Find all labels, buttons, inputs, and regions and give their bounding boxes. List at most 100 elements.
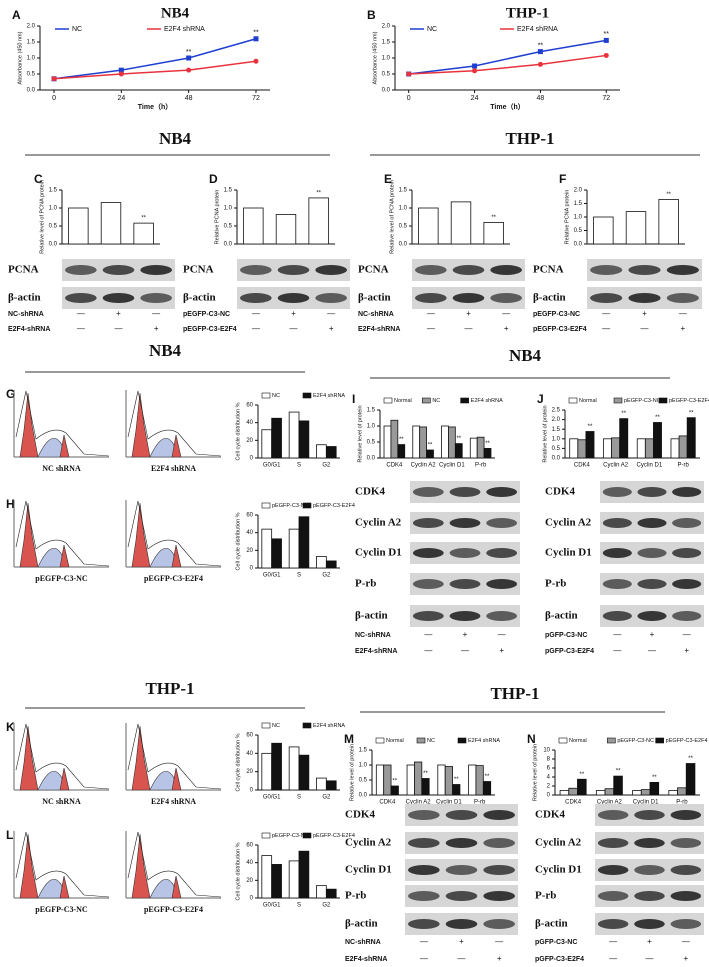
flow-peak <box>59 875 70 899</box>
flow-s-phase <box>149 878 175 899</box>
bar <box>636 438 646 459</box>
blot-band <box>408 810 440 820</box>
bar <box>625 211 647 245</box>
flow-trace <box>127 723 222 790</box>
blot-band <box>408 891 440 901</box>
y-axis-label: Cell cycle distribution % <box>235 842 241 900</box>
blot-band <box>449 579 481 589</box>
y-axis-label: Relative PCNA protein <box>214 190 220 245</box>
blot-band <box>634 891 665 901</box>
flow-label: NC shRNA <box>42 797 81 806</box>
treatment-sign: — <box>646 954 654 963</box>
bar <box>475 765 484 796</box>
flow-s-phase <box>149 770 175 791</box>
blot-band <box>415 293 447 303</box>
legend-swatch <box>607 737 616 744</box>
treatment-sign: — <box>648 646 656 655</box>
flow-label: pEGFP-C3-E2F4 <box>144 574 203 583</box>
bar <box>298 754 310 791</box>
blot-band <box>102 293 135 303</box>
annotation: ** <box>621 411 626 417</box>
legend-label: NC <box>272 393 280 399</box>
bar <box>414 761 423 796</box>
treatment-sign: + <box>466 309 471 318</box>
blot-band <box>637 487 667 497</box>
blot-band <box>666 265 699 275</box>
blot-band <box>490 265 522 275</box>
blot-band <box>408 838 440 848</box>
blot-band <box>240 293 272 303</box>
bar <box>271 538 282 569</box>
x-tick-label: CDK4 <box>386 463 403 469</box>
y-tick-label: 1.5 <box>49 188 58 194</box>
treatment-sign: — <box>609 954 617 963</box>
flow-s-phase <box>149 437 175 458</box>
treatment-sign: + <box>116 309 121 318</box>
bar <box>288 411 300 459</box>
x-tick-label: G0/G1 <box>263 903 281 909</box>
treatment-label: NC-shRNA <box>358 311 394 318</box>
annotation: ** <box>538 42 544 49</box>
blot-band <box>315 293 347 303</box>
flow-trace <box>127 500 222 567</box>
blot-band <box>670 865 702 875</box>
point <box>118 67 124 73</box>
band-label: CDK4 <box>535 809 565 821</box>
treatment-label: E2F4-shRNA <box>358 326 400 333</box>
treatment-label: E2F4-shRNA <box>345 956 387 963</box>
bar <box>595 790 606 796</box>
blot-band <box>637 518 667 528</box>
x-tick-label: 0 <box>52 95 56 102</box>
y-tick-label: 20 <box>246 548 253 554</box>
treatment-label: NC-shRNA <box>345 939 381 946</box>
blot-band <box>412 487 444 497</box>
blot-band <box>672 518 702 528</box>
flow-trace <box>15 723 110 790</box>
blot-band <box>597 919 629 929</box>
panel-letter: F <box>559 172 566 186</box>
bar <box>275 214 297 245</box>
blot-band <box>445 865 478 875</box>
annotation: ** <box>652 775 657 781</box>
flow-s-phase <box>37 878 63 899</box>
bar <box>390 419 399 459</box>
y-tick-label: 1.0 <box>382 56 391 62</box>
treatment-label: pEGFP-C3-NC <box>183 311 230 318</box>
flow-peak <box>131 392 151 458</box>
blot-band <box>628 293 661 303</box>
section-header: THP-1 <box>490 684 539 703</box>
legend-label: NC <box>72 26 82 33</box>
flow-peak <box>59 434 70 458</box>
annotation: ** <box>186 49 192 56</box>
blot-band <box>140 293 172 303</box>
bar <box>437 764 446 796</box>
x-tick-label: Cyclin D1 <box>637 463 663 469</box>
flow-peak <box>131 833 151 899</box>
annotation: ** <box>423 771 428 777</box>
band-label: β-actin <box>535 918 568 930</box>
legend-label: Normal <box>394 398 412 404</box>
legend-label: pEGFP-C3-NC <box>272 833 309 839</box>
band-label: β-actin <box>345 918 378 930</box>
y-tick-label: 0.5 <box>27 72 36 78</box>
flow-peak <box>19 833 39 899</box>
x-tick-label: S <box>297 463 301 469</box>
annotation: ** <box>399 437 404 443</box>
panel-letter: L <box>6 828 13 842</box>
legend-label: E2F4 shRNA <box>164 26 205 33</box>
y-tick-label: 0 <box>547 793 551 799</box>
bar <box>452 784 461 796</box>
blot-band <box>412 518 444 528</box>
treatment-sign: — <box>465 324 473 333</box>
blot-band <box>666 293 699 303</box>
bar <box>482 781 492 796</box>
section-header: NB4 <box>149 341 182 360</box>
y-axis-label: Relative level of PCNA protein <box>389 180 395 254</box>
point <box>472 63 478 69</box>
flow-s-phase <box>37 437 63 458</box>
flow-peak <box>59 544 70 568</box>
treatment-sign: — <box>77 309 85 318</box>
treatment-label: NC-shRNA <box>8 311 44 318</box>
band-label: P-rb <box>345 890 366 902</box>
x-tick-label: S <box>297 795 301 801</box>
